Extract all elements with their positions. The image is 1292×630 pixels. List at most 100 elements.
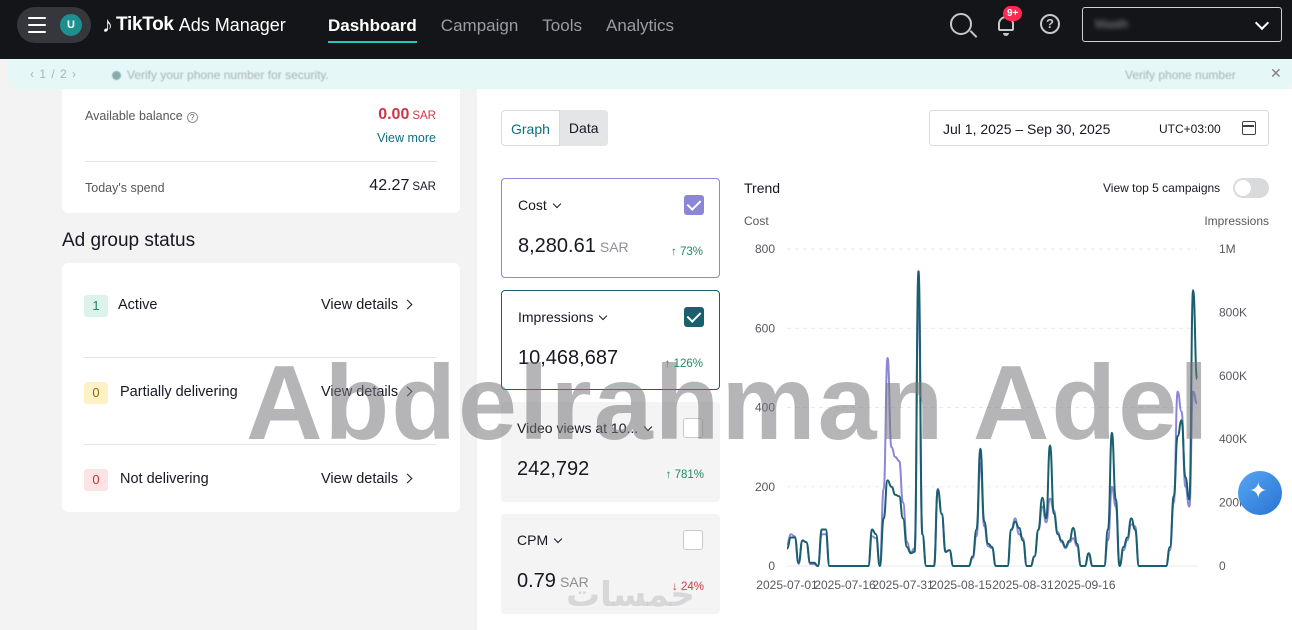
header-actions: 9+ ? <box>948 6 1068 42</box>
status-count: 0 <box>84 382 108 404</box>
y2-tick-label: 1M <box>1219 242 1236 256</box>
y-tick-label: 0 <box>768 559 775 573</box>
y2-tick-label: 800K <box>1219 305 1247 319</box>
todays-spend-label: Today's spend <box>85 181 165 195</box>
metric-selector[interactable]: Video views at 10... <box>517 420 653 436</box>
metric-selector[interactable]: Cost <box>518 197 562 213</box>
metric-checkbox[interactable] <box>684 195 704 215</box>
view-details-link[interactable]: View details <box>321 297 413 313</box>
logo[interactable]: ♪ TikTok Ads Manager <box>102 12 286 38</box>
trend-title: Trend <box>744 180 781 196</box>
chevron-down-icon <box>1254 15 1270 31</box>
metric-card-impressions[interactable]: Impressions 10,468,687 ↑ 126% <box>501 290 720 390</box>
metric-checkbox[interactable] <box>684 307 704 327</box>
metric-card-cost[interactable]: Cost 8,280.61 SAR ↑ 73% <box>501 178 720 278</box>
divider <box>84 357 436 358</box>
avatar[interactable]: U <box>58 12 84 38</box>
metric-card-video-views[interactable]: Video views at 10... 242,792 ↑ 781% <box>501 402 720 502</box>
x-tick-label: 2025-08-31 <box>992 578 1054 592</box>
metric-card-cpm[interactable]: CPM 0.79 SAR ↓ 24% <box>501 514 720 614</box>
menu-button[interactable]: U <box>17 7 91 43</box>
question-icon[interactable]: ? <box>186 112 198 123</box>
view-toggle: Graph Data <box>501 110 608 146</box>
status-count: 0 <box>84 469 108 491</box>
status-count: 1 <box>84 295 108 317</box>
chevron-right-icon <box>402 299 413 310</box>
y-tick-label: 800 <box>755 242 775 256</box>
date-range-picker[interactable]: Jul 1, 2025 – Sep 30, 2025 UTC+03:00 <box>929 110 1269 146</box>
y-tick-label: 400 <box>755 401 775 415</box>
account-selector[interactable]: Maath <box>1082 7 1282 42</box>
metric-value: 0.79 SAR <box>517 570 589 592</box>
series-line-impressions <box>786 270 1198 568</box>
banner-message: Verify your phone number for security. <box>112 68 329 82</box>
y2-tick-label: 400K <box>1219 432 1247 446</box>
status-label: Not delivering <box>120 471 209 487</box>
x-tick-label: 2025-09-16 <box>1054 578 1116 592</box>
nav-analytics[interactable]: Analytics <box>605 16 675 35</box>
y-axis-title: Cost <box>744 214 769 228</box>
data-tab[interactable]: Data <box>559 110 608 146</box>
x-tick-label: 2025-07-16 <box>814 578 876 592</box>
banner-pager[interactable]: ‹ 1 / 2 › <box>30 67 78 81</box>
account-name: Maath <box>1095 17 1129 31</box>
status-label: Partially delivering <box>120 384 238 400</box>
status-row-not-delivering: 0 Not delivering View details <box>84 445 436 532</box>
metric-value: 8,280.61 SAR <box>518 235 629 257</box>
nav-campaign[interactable]: Campaign <box>440 16 519 35</box>
available-balance-label: Available balance? <box>85 109 198 123</box>
metric-change: ↓ 24% <box>672 581 704 593</box>
status-label: Active <box>118 297 158 313</box>
metric-selector[interactable]: Impressions <box>518 309 608 325</box>
metric-checkbox[interactable] <box>683 418 703 438</box>
hamburger-icon <box>28 17 46 33</box>
calendar-icon <box>1242 121 1256 135</box>
nav-tools[interactable]: Tools <box>542 16 582 35</box>
notice-banner: ‹ 1 / 2 › Verify your phone number for s… <box>8 59 1292 89</box>
search-icon[interactable] <box>950 13 972 35</box>
watermark-logo: خمسات <box>566 576 695 614</box>
metric-checkbox[interactable] <box>683 530 703 550</box>
nav-dashboard[interactable]: Dashboard <box>328 16 417 43</box>
metric-change: ↑ 781% <box>665 469 704 481</box>
y-tick-label: 200 <box>755 480 775 494</box>
status-row-partially-delivering: 0 Partially delivering View details <box>84 358 436 445</box>
available-balance-value: 0.00 SAR <box>378 106 436 123</box>
metric-selector[interactable]: CPM <box>517 532 563 548</box>
view-details-link[interactable]: View details <box>321 471 413 487</box>
banner-action-link[interactable]: Verify phone number <box>1125 68 1236 82</box>
performance-panel: Graph Data Jul 1, 2025 – Sep 30, 2025 UT… <box>477 89 1292 630</box>
notification-badge: 9+ <box>1003 6 1023 21</box>
top-bar: U ♪ TikTok Ads Manager Dashboard Campaig… <box>0 0 1292 59</box>
metric-value: 10,468,687 <box>518 347 619 369</box>
status-row-active: 1 Active View details <box>84 271 436 358</box>
graph-tab[interactable]: Graph <box>501 110 560 146</box>
y2-axis-title: Impressions <box>1204 214 1269 228</box>
x-tick-label: 2025-08-15 <box>930 578 992 592</box>
metric-value: 242,792 <box>517 458 590 480</box>
todays-spend-value: 42.27 SAR <box>369 177 436 194</box>
balance-card: Available balance? 0.00 SAR View more Tod… <box>62 89 460 213</box>
ad-group-status-card: 1 Active View details 0 Partially delive… <box>62 263 460 512</box>
y-tick-label: 600 <box>755 321 775 335</box>
y2-tick-label: 600K <box>1219 369 1247 383</box>
top5-label: View top 5 campaigns <box>1103 181 1221 195</box>
close-icon[interactable]: ✕ <box>1270 65 1282 81</box>
metric-change: ↑ 126% <box>664 358 703 370</box>
y2-tick-label: 0 <box>1219 559 1226 573</box>
top5-toggle[interactable] <box>1233 178 1269 198</box>
logo-brand: TikTok <box>116 14 174 35</box>
metric-change: ↑ 73% <box>671 246 703 258</box>
trend-chart: Cost Impressions02004006008000200K400K600… <box>744 214 1269 592</box>
assistant-button[interactable] <box>1238 471 1282 515</box>
timezone-label: UTC+03:00 <box>1159 122 1221 136</box>
tiktok-note-icon: ♪ <box>102 12 113 37</box>
logo-product: Ads Manager <box>178 14 286 35</box>
ad-group-status-title: Ad group status <box>62 230 196 251</box>
main-nav: Dashboard Campaign Tools Analytics <box>328 16 674 43</box>
x-tick-label: 2025-07-31 <box>872 578 934 592</box>
view-details-link[interactable]: View details <box>321 384 413 400</box>
view-more-link[interactable]: View more <box>377 131 436 145</box>
divider <box>85 161 437 162</box>
help-icon[interactable]: ? <box>1040 14 1060 34</box>
